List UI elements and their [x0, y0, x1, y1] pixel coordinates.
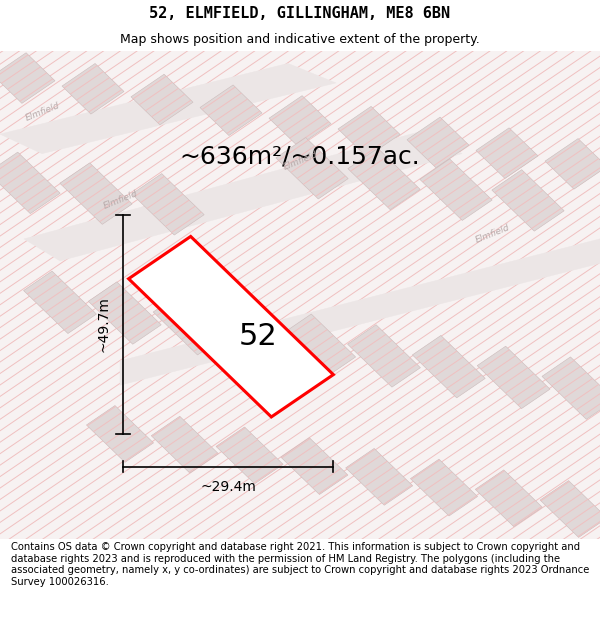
Polygon shape: [540, 481, 600, 538]
Polygon shape: [153, 292, 226, 355]
Polygon shape: [269, 96, 331, 146]
Text: Contains OS data © Crown copyright and database right 2021. This information is : Contains OS data © Crown copyright and d…: [11, 542, 589, 587]
Polygon shape: [218, 303, 291, 366]
Polygon shape: [0, 52, 55, 103]
Polygon shape: [24, 132, 462, 261]
Polygon shape: [281, 438, 348, 494]
Polygon shape: [0, 51, 600, 539]
Text: ~636m²/~0.157ac.: ~636m²/~0.157ac.: [179, 144, 421, 168]
Polygon shape: [128, 236, 334, 417]
Polygon shape: [86, 406, 154, 462]
Polygon shape: [475, 470, 542, 527]
Text: 52, ELMFIELD, GILLINGHAM, ME8 6BN: 52, ELMFIELD, GILLINGHAM, ME8 6BN: [149, 6, 451, 21]
Polygon shape: [0, 63, 336, 154]
Polygon shape: [420, 159, 492, 221]
Polygon shape: [131, 74, 193, 125]
Text: Elmfield: Elmfield: [282, 150, 319, 172]
Polygon shape: [545, 139, 600, 189]
Polygon shape: [60, 163, 132, 224]
Polygon shape: [542, 357, 600, 419]
Polygon shape: [492, 170, 564, 231]
Polygon shape: [346, 449, 413, 505]
Polygon shape: [132, 174, 204, 235]
Polygon shape: [200, 85, 262, 136]
Polygon shape: [348, 148, 420, 210]
Polygon shape: [62, 64, 124, 114]
Text: 52: 52: [239, 322, 277, 351]
Polygon shape: [476, 128, 538, 178]
Text: ~29.4m: ~29.4m: [200, 480, 256, 494]
Polygon shape: [477, 346, 550, 409]
Polygon shape: [216, 427, 283, 484]
Polygon shape: [412, 336, 485, 398]
Text: Elmfield: Elmfield: [24, 101, 61, 123]
Text: ~49.7m: ~49.7m: [97, 296, 111, 352]
Polygon shape: [276, 138, 348, 199]
Polygon shape: [283, 314, 356, 376]
Text: Elmfield: Elmfield: [102, 189, 139, 211]
Polygon shape: [410, 459, 478, 516]
Polygon shape: [151, 416, 218, 473]
Polygon shape: [347, 325, 421, 387]
Polygon shape: [338, 106, 400, 157]
Polygon shape: [120, 239, 600, 385]
Polygon shape: [407, 117, 469, 168]
Polygon shape: [88, 282, 161, 344]
Text: Elmfield: Elmfield: [474, 223, 511, 245]
Polygon shape: [23, 271, 97, 334]
Text: Map shows position and indicative extent of the property.: Map shows position and indicative extent…: [120, 34, 480, 46]
Polygon shape: [0, 152, 60, 214]
